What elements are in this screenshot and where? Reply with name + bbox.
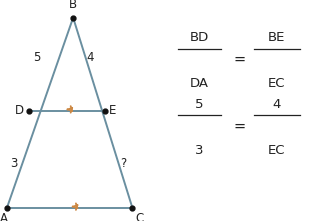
Text: EC: EC	[268, 144, 285, 157]
Text: BD: BD	[190, 31, 209, 44]
Text: 4: 4	[272, 97, 281, 110]
Text: DA: DA	[190, 77, 209, 90]
Text: 3: 3	[10, 157, 18, 170]
Text: C: C	[136, 212, 144, 221]
Text: B: B	[69, 0, 77, 11]
Text: 4: 4	[87, 51, 94, 64]
Text: D: D	[14, 104, 24, 117]
Text: =: =	[234, 52, 245, 67]
Text: BE: BE	[268, 31, 285, 44]
Text: E: E	[109, 104, 116, 117]
Text: 3: 3	[195, 144, 204, 157]
Text: 5: 5	[33, 51, 40, 64]
Text: 5: 5	[195, 97, 204, 110]
Text: EC: EC	[268, 77, 285, 90]
Text: =: =	[234, 118, 245, 133]
Text: ?: ?	[121, 157, 127, 170]
Text: A: A	[0, 212, 7, 221]
